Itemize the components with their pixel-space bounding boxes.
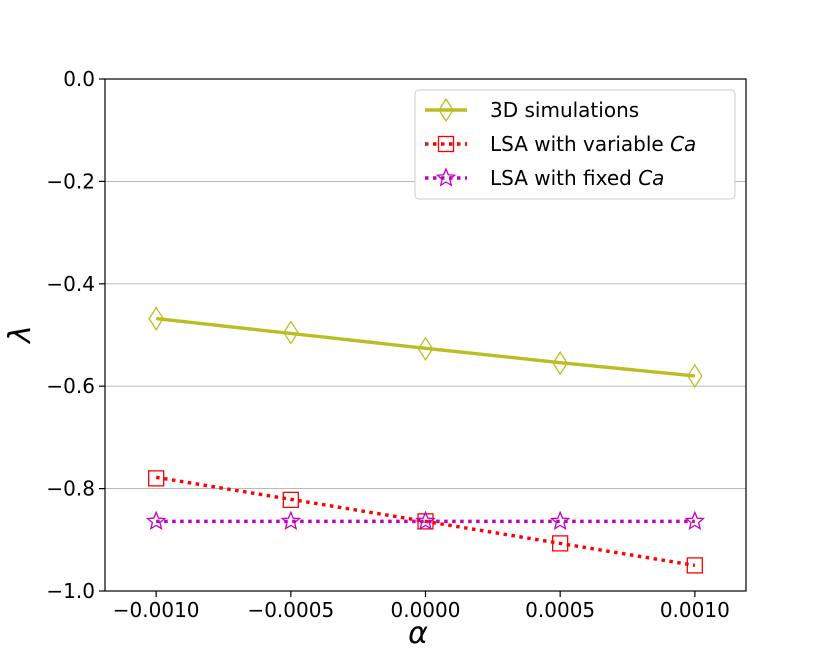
legend-marker-diamond	[438, 97, 454, 123]
legend-label-main: 3D simulations	[490, 98, 639, 122]
data-point-square	[552, 535, 569, 552]
legend-entry-1: 3D simulations	[425, 97, 639, 123]
data-point-square	[282, 491, 299, 509]
y-axis-label: λ	[3, 325, 38, 345]
x-tick-label: −0.0010	[113, 598, 200, 622]
legend-marker-star	[435, 167, 457, 187]
legend-label-main: LSA with fixed	[490, 166, 638, 190]
legend-marker-square	[437, 135, 455, 153]
data-point-star	[280, 510, 302, 531]
x-tick-label: 0.0000	[391, 598, 461, 622]
data-point-diamond	[148, 306, 164, 331]
series-2	[148, 470, 703, 574]
y-tick-label: −0.2	[46, 169, 95, 193]
data-point-diamond	[417, 336, 434, 362]
legend-label-italic: Ca	[670, 132, 696, 156]
series-1	[148, 306, 703, 389]
series-line	[155, 316, 695, 378]
data-point-diamond	[552, 350, 568, 376]
legend-entry-3: LSA with fixed Ca	[425, 166, 664, 190]
data-point-square	[148, 470, 165, 487]
legend-label: LSA with variable Ca	[490, 132, 696, 156]
data-point-diamond	[283, 320, 299, 345]
series-3	[145, 510, 706, 531]
series-layer	[145, 306, 706, 574]
data-point-diamond	[687, 363, 703, 389]
legend-label: LSA with fixed Ca	[490, 166, 664, 190]
y-tick-label: −0.4	[46, 272, 95, 296]
legend-label-italic: Ca	[638, 166, 664, 190]
x-tick-label: 0.0010	[660, 598, 730, 622]
series-line	[155, 475, 696, 568]
y-tick-label: 0.0	[63, 67, 95, 91]
y-tick-label: −1.0	[46, 579, 95, 603]
y-tick-label: −0.8	[46, 477, 95, 501]
x-tick-label: −0.0005	[247, 598, 334, 622]
ticks: −1.0 −0.8 −0.6 −0.4 −0.2 0.0 −0.0010 −0.0005 0.0…	[46, 67, 729, 622]
legend-frame	[414, 89, 736, 200]
data-point-star	[415, 510, 436, 531]
data-point-star	[145, 510, 167, 531]
legend-label: 3D simulations	[490, 98, 639, 122]
data-point-star	[684, 510, 706, 531]
legend-entry-2: LSA with variable Ca	[425, 132, 696, 156]
x-tick-label: 0.0005	[525, 598, 595, 622]
y-tick-label: −0.6	[46, 374, 95, 398]
data-point-square	[686, 557, 703, 574]
data-point-star	[549, 510, 571, 531]
x-axis-label: α	[408, 616, 428, 651]
legend-label-main: LSA with variable	[490, 132, 670, 156]
